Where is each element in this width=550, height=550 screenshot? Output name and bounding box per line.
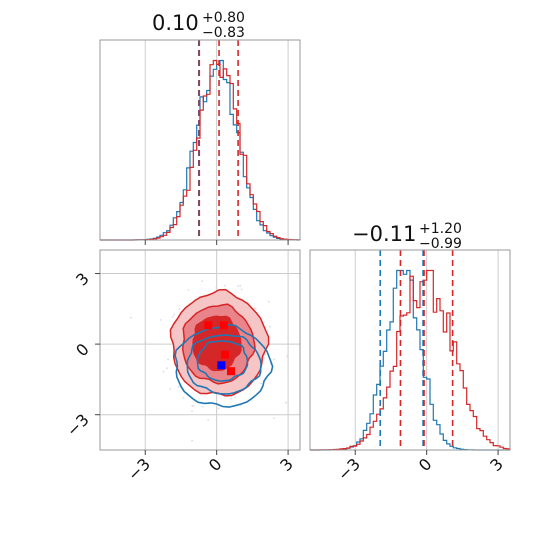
scatter-point: [230, 397, 232, 400]
scatter-point: [207, 419, 210, 421]
scatter-point: [260, 382, 262, 385]
scatter-point: [169, 388, 172, 391]
scatter-point: [253, 307, 256, 310]
joint-contours: [169, 288, 274, 408]
scatter-point: [201, 280, 204, 283]
blue-contour-inner: [196, 340, 249, 382]
marginal-2-panel: −3 0 3 −0.11 +1.20 −0.99: [309, 221, 511, 485]
scatter-point: [159, 319, 162, 321]
joint-grid: [100, 250, 300, 450]
scatter-point: [129, 316, 132, 319]
scatter-point: [191, 439, 194, 442]
scatter-point: [144, 341, 147, 344]
scatter-point: [223, 284, 226, 287]
scatter-point: [178, 308, 181, 311]
marginal-2-hist-red: [310, 269, 511, 451]
marker-red-square: [227, 367, 235, 376]
scatter-point: [285, 401, 287, 404]
marginal-2-ticks: −3 0 3: [334, 450, 507, 485]
scatter-point: [162, 370, 165, 373]
x-tick-label: −3: [334, 454, 364, 484]
scatter-point: [237, 285, 240, 288]
x-tick-label: 3: [486, 454, 507, 475]
marginal-1-title-lower: −0.83: [202, 25, 245, 41]
marginal-2-title-upper: +1.20: [419, 221, 462, 237]
scatter-point: [217, 407, 220, 410]
scatter-point: [239, 284, 242, 287]
joint-panel: −3 0 3 −3 0 3: [63, 249, 301, 485]
marginal-1-frame: [99, 39, 301, 241]
scatter-point: [264, 354, 266, 356]
marginal-1-panel: 0.10 +0.80 −0.83: [99, 10, 301, 245]
marginal-2-quantiles: [379, 250, 454, 450]
marginal-1-title-upper: +0.80: [202, 10, 245, 26]
marker-red-square: [219, 321, 228, 330]
scatter-point: [173, 313, 176, 316]
blue-contour-middle: [186, 334, 262, 395]
marginal-1-grid: [144, 40, 289, 240]
joint-ticks: −3 0 3 −3 0 3: [63, 269, 297, 485]
marginal-2-grid: [354, 250, 499, 450]
marginal-2-frame: [309, 249, 511, 451]
scatter-point: [187, 289, 190, 291]
scatter-point: [286, 355, 289, 358]
x-tick-label: 0: [205, 454, 226, 475]
marker-blue-square: [217, 361, 226, 370]
blue-contour-outer: [174, 323, 274, 408]
scatter-point: [182, 397, 185, 399]
scatter-point: [192, 405, 195, 407]
scatter-point: [240, 288, 243, 291]
x-tick-label: −3: [124, 454, 154, 484]
marginal-1-quantiles: [198, 40, 239, 240]
scatter-point: [167, 358, 169, 361]
scatter-point: [273, 417, 275, 419]
scatter-point: [234, 396, 236, 399]
scatter-point: [177, 385, 180, 388]
scatter-point: [172, 316, 174, 318]
scatter-point: [268, 300, 270, 303]
marker-red-square: [204, 321, 213, 330]
y-tick-label: 3: [72, 269, 93, 290]
scatter-point: [269, 325, 271, 328]
joint-frame: [99, 249, 301, 451]
scatter-point: [201, 405, 204, 408]
x-tick-label: 3: [276, 454, 297, 475]
scatter-point: [191, 410, 193, 413]
scatter-point: [263, 356, 265, 359]
scatter-point: [191, 405, 194, 407]
marginal-2-title-lower: −0.99: [419, 236, 462, 252]
marker-red-square: [221, 350, 229, 359]
joint-markers: [204, 321, 235, 376]
marginal-2-title: −0.11: [352, 222, 416, 246]
scatter-point: [273, 358, 275, 361]
x-tick-label: 0: [415, 454, 436, 475]
scatter-point: [166, 367, 168, 369]
y-tick-label: −3: [63, 410, 93, 440]
marginal-1-ticks: [144, 240, 289, 245]
y-tick-label: 0: [72, 340, 93, 361]
marginal-1-title: 0.10: [152, 11, 199, 35]
scatter-point: [215, 286, 218, 289]
